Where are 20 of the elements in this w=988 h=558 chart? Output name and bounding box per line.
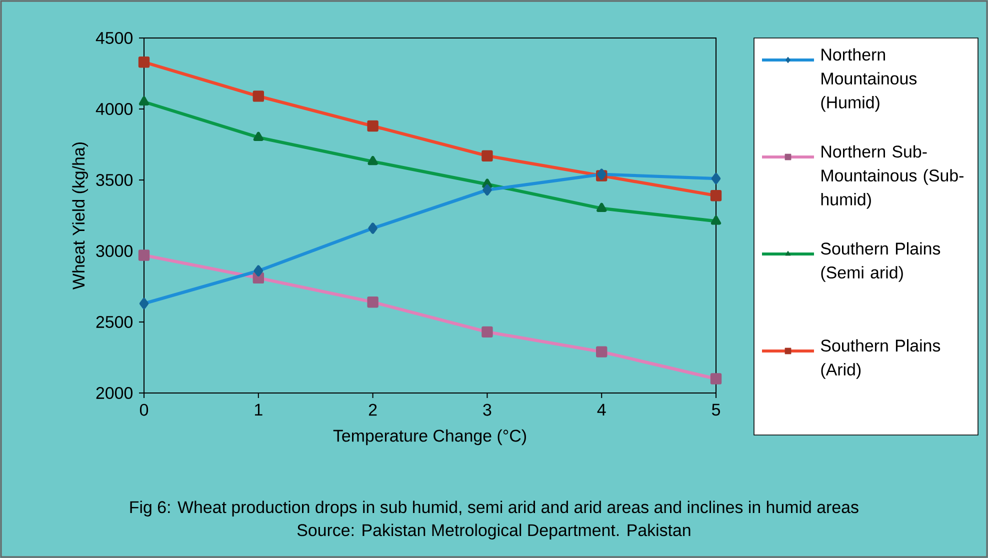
- legend-label: Northern Mountainous (Humid): [821, 48, 917, 112]
- x-tick-label: 3: [483, 404, 492, 416]
- x-axis-title: Temperature Change (°C): [333, 429, 526, 446]
- source-note: Source: Pakistan Metrological Department. Pakistan: [297, 524, 690, 540]
- y-tick-label: 4500: [96, 32, 132, 44]
- y-axis-title: Wheat Yield (kg/ha): [72, 142, 88, 290]
- y-tick-label: 3500: [96, 174, 132, 186]
- legend-label: Northern Sub-Mountainous (Sub-humid): [821, 145, 964, 209]
- legend-label: Southern Plains (Arid): [820, 339, 940, 379]
- y-tick-label: 3000: [96, 244, 132, 257]
- legend-label: Southern Plains (Semi arid): [820, 242, 940, 282]
- x-tick-label: 5: [712, 404, 720, 416]
- x-tick-label: 0: [140, 404, 148, 416]
- y-tick-label: 2000: [96, 386, 132, 399]
- x-tick-label: 4: [597, 404, 606, 416]
- y-tick-label: 4000: [96, 102, 132, 115]
- y-tick-label: 2500: [96, 316, 132, 328]
- x-tick-label: 2: [368, 404, 377, 416]
- caption: Fig 6: Wheat production drops in sub humid, semi arid and arid areas and inclines in humid areas: [130, 500, 858, 516]
- x-tick-label: 1: [254, 404, 262, 416]
